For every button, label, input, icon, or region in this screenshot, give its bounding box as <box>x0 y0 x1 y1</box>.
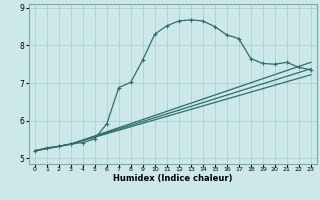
X-axis label: Humidex (Indice chaleur): Humidex (Indice chaleur) <box>113 174 233 183</box>
